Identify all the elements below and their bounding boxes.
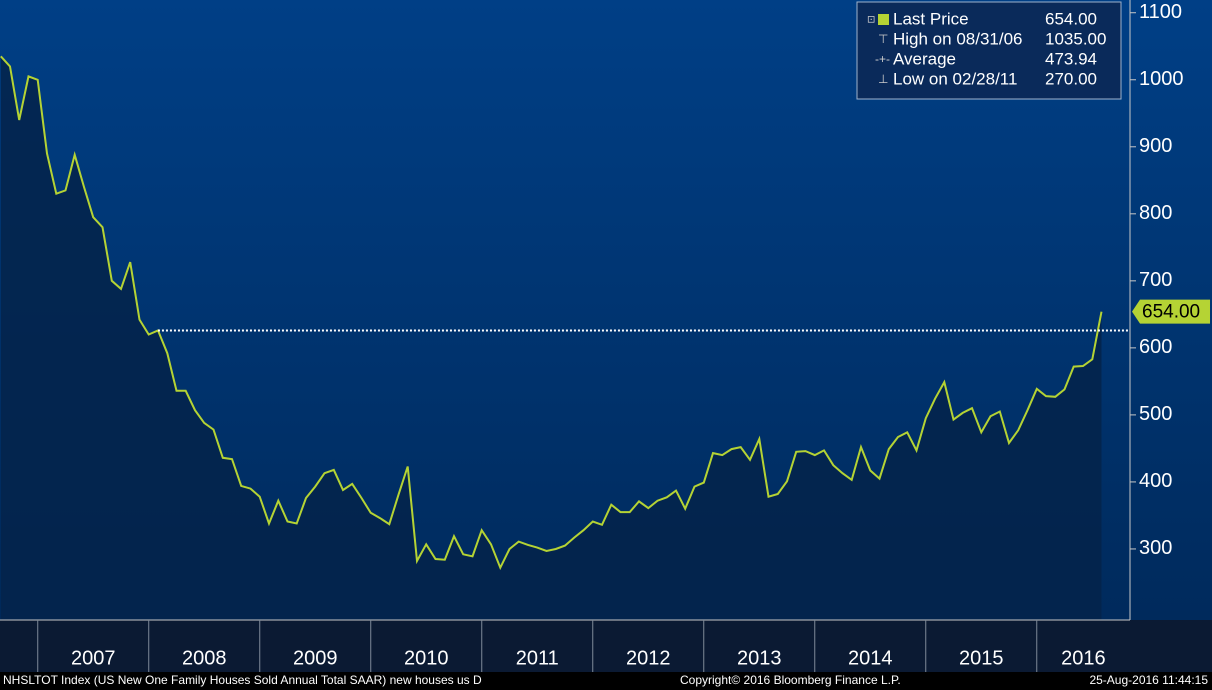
last-price-label: 654.00 <box>1142 302 1200 323</box>
x-tick-label: 2014 <box>848 647 893 669</box>
legend-swatch <box>878 14 889 25</box>
y-tick-label: 900 <box>1139 135 1172 157</box>
legend-icon: ⊡ <box>867 15 875 26</box>
x-tick-label: 2008 <box>182 647 227 669</box>
legend-label: Average <box>893 49 956 68</box>
y-tick-label: 1100 <box>1139 1 1182 23</box>
y-tick-label: 400 <box>1139 470 1172 492</box>
x-tick-label: 2011 <box>516 647 559 669</box>
legend-box <box>856 1 1122 100</box>
legend-label: Last Price <box>893 9 969 28</box>
legend-value: 473.94 <box>1045 49 1097 68</box>
legend: ⊡ ⊤ -+- ⊥ Last Price 654.00 High on 08/3… <box>856 1 1122 100</box>
legend-value: 1035.00 <box>1045 29 1106 48</box>
y-tick-label: 600 <box>1139 336 1172 358</box>
price-line <box>0 55 1103 571</box>
legend-icon: ⊤ <box>878 32 888 46</box>
last-price-tag <box>1132 299 1210 324</box>
legend-label: Low on 02/28/11 <box>893 69 1017 88</box>
y-tick-label: 300 <box>1139 537 1172 559</box>
plot <box>0 55 1103 621</box>
x-tick-label: 2012 <box>626 647 671 669</box>
footer-left: NHSLTOT Index (US New One Family Houses … <box>3 673 482 687</box>
legend-icon: -+- <box>875 52 890 66</box>
y-tick-label: 700 <box>1139 269 1172 291</box>
footer-band <box>0 672 1212 690</box>
x-tick-label: 2013 <box>737 647 782 669</box>
x-axis-band <box>0 620 1212 672</box>
legend-label: High on 08/31/06 <box>893 29 1023 48</box>
legend-value: 270.00 <box>1045 69 1097 88</box>
legend-icon: ⊥ <box>878 72 888 86</box>
area-fill <box>0 56 1102 621</box>
x-tick-label: 2007 <box>71 647 116 669</box>
footer-center: Copyright© 2016 Bloomberg Finance L.P. <box>680 673 901 687</box>
x-tick-label: 2009 <box>293 647 338 669</box>
y-tick-label: 800 <box>1139 202 1172 224</box>
x-tick-label: 2016 <box>1061 647 1106 669</box>
y-tick-label: 1000 <box>1139 68 1184 90</box>
legend-value: 654.00 <box>1045 9 1097 28</box>
footer-right: 25-Aug-2016 11:44:15 <box>1089 673 1208 687</box>
x-tick-label: 2015 <box>959 647 1004 669</box>
y-tick-label: 500 <box>1139 403 1172 425</box>
x-tick-label: 2010 <box>404 647 449 669</box>
